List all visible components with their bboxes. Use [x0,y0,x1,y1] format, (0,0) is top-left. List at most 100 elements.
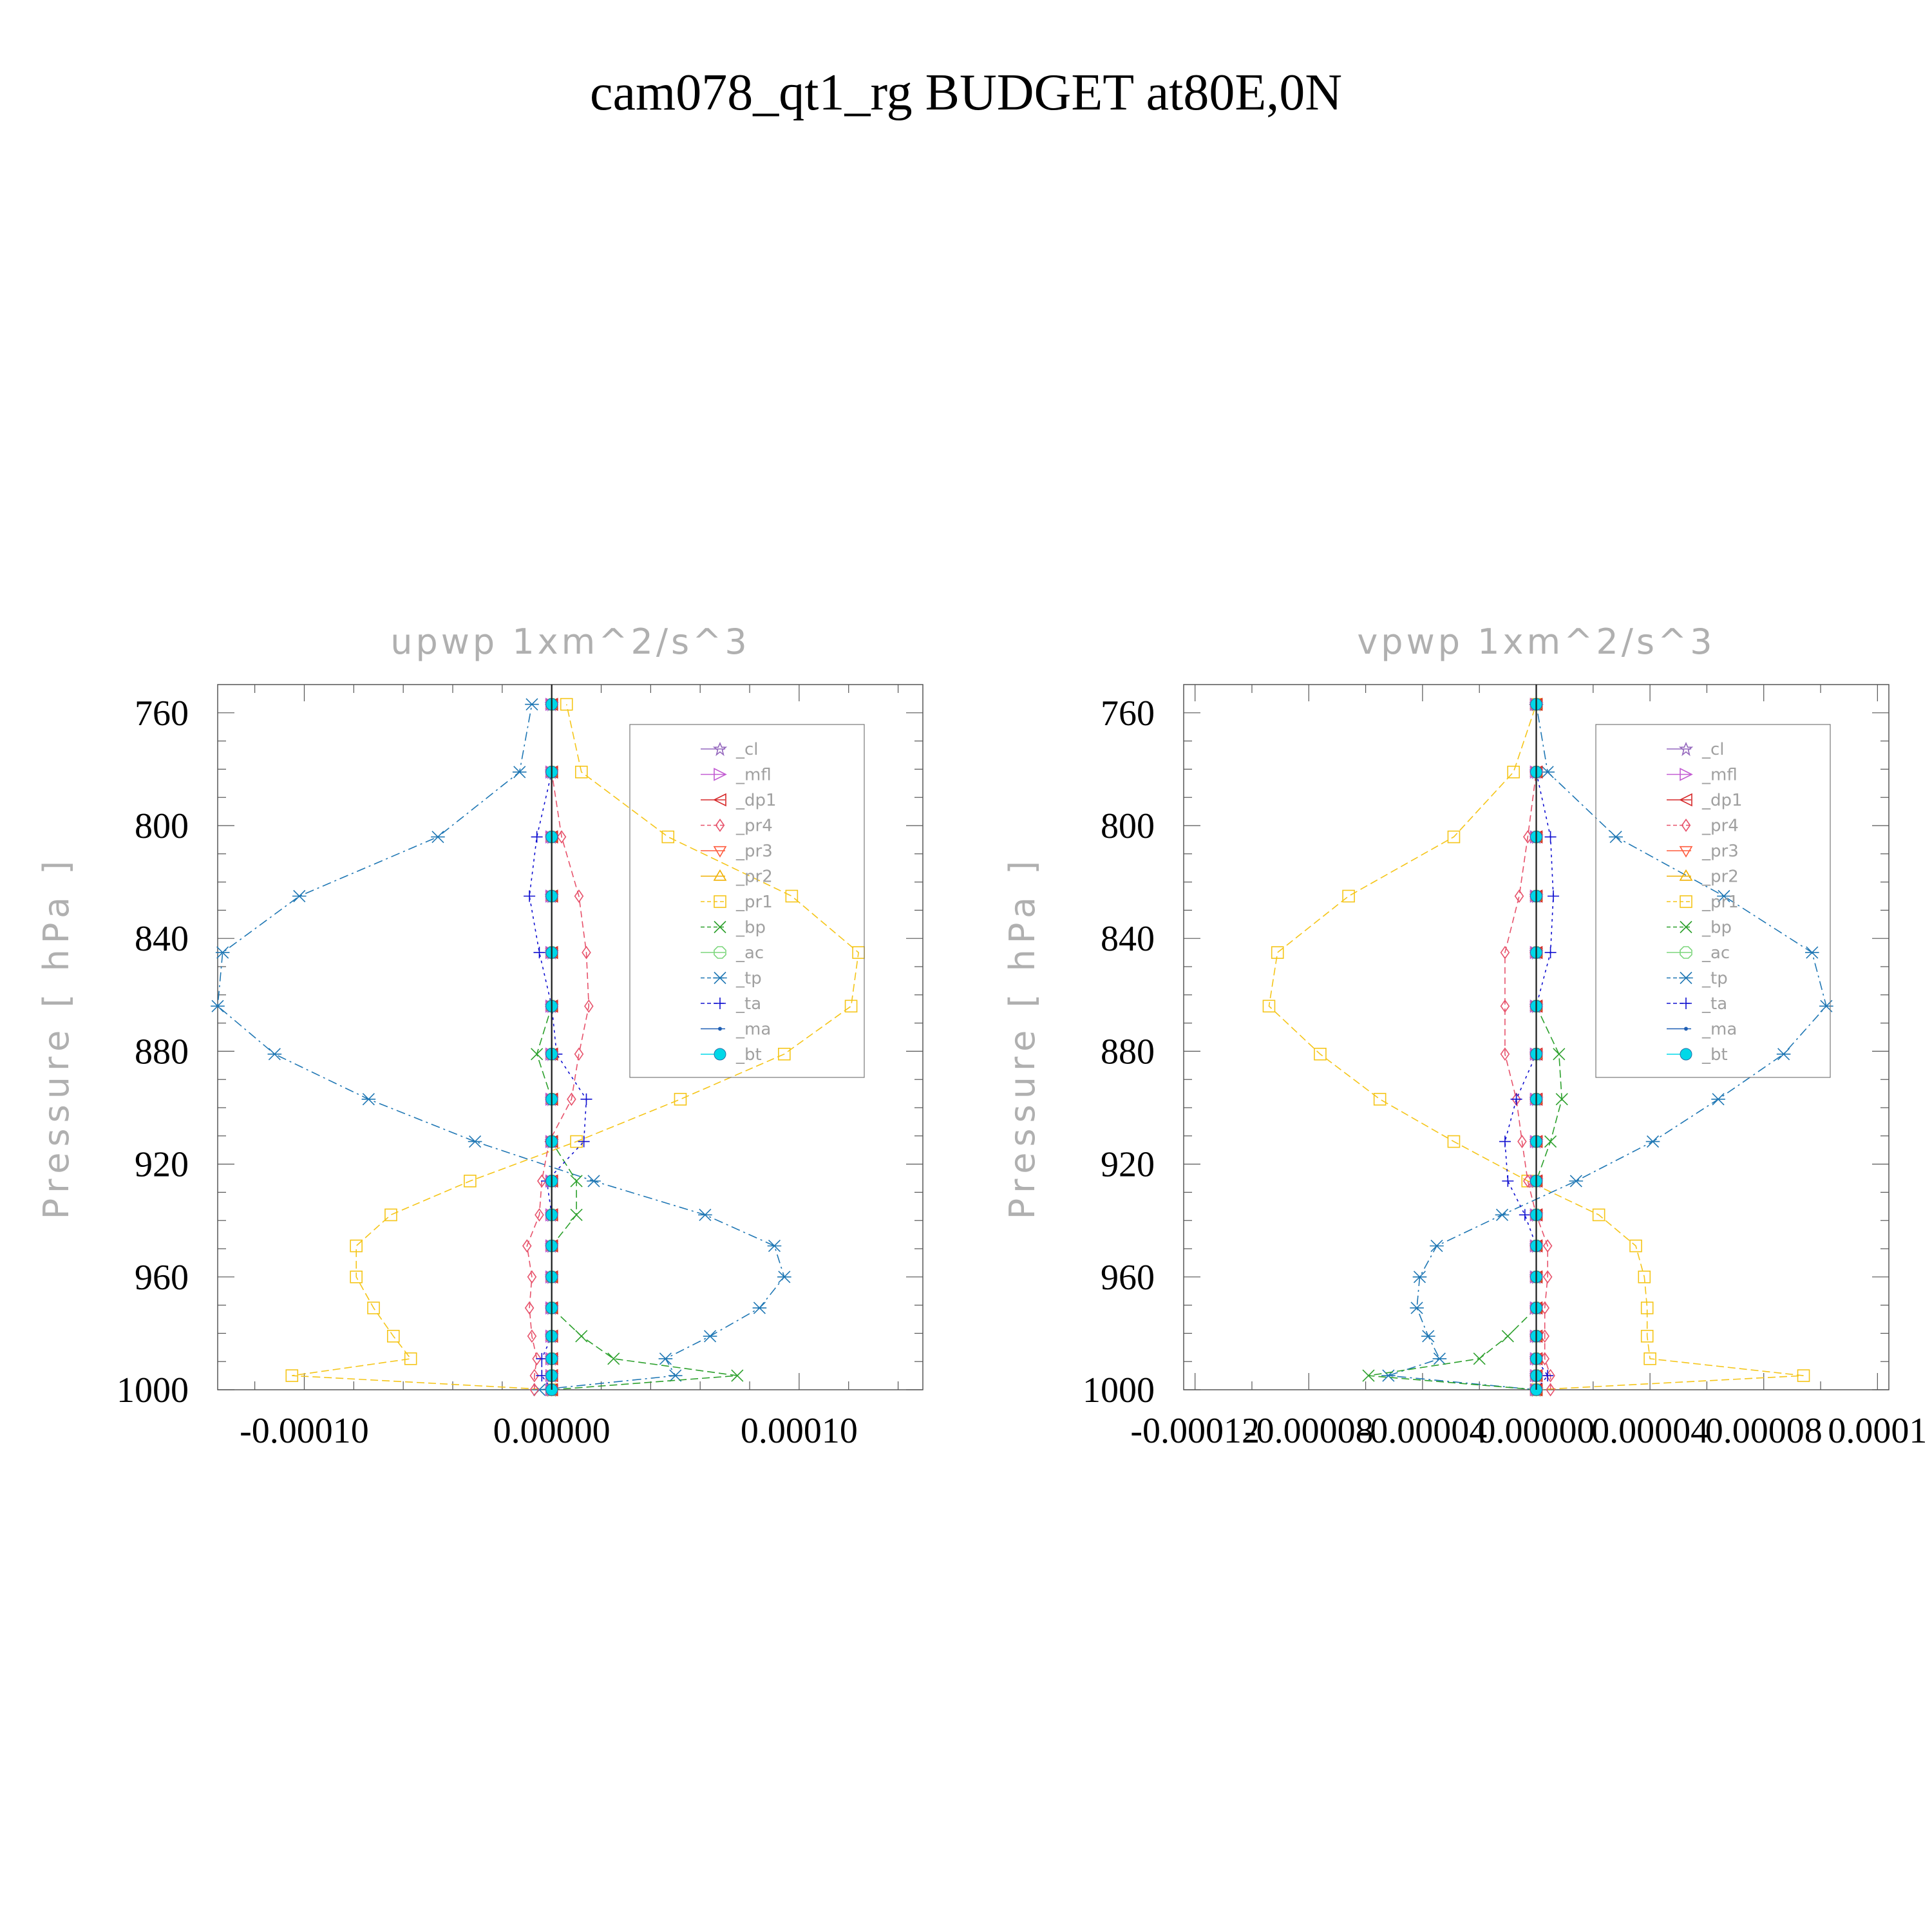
legend-label: _bt [1701,1045,1728,1065]
series-line [217,704,785,1390]
data-point [1547,890,1559,902]
x-tick-label: 0.00004 [1591,1411,1709,1451]
data-point [1495,1208,1510,1222]
data-point [1373,1093,1387,1106]
series-line [529,704,587,1390]
data-point [531,831,543,843]
x-tick-label: 0.00000 [493,1411,611,1451]
data-point [464,1175,477,1188]
x-tick-label: 0.00010 [741,1411,858,1451]
data-point [512,766,527,779]
x-tick-label: -0.00008 [1244,1411,1374,1451]
data-point [580,1093,592,1105]
data-point [267,1048,282,1061]
legend-label: _ta [735,994,761,1014]
x-tick-label: 0.00008 [1705,1411,1823,1451]
data-point [1499,1135,1511,1148]
series-tp [211,698,791,1396]
data-point [292,889,307,903]
data-point [1546,1383,1555,1397]
data-point [1262,999,1276,1013]
data-point [404,1352,417,1365]
data-point [658,1352,673,1365]
series-line [1504,704,1554,1390]
y-tick-label: 840 [135,919,189,959]
data-point [1804,946,1819,959]
legend-label: _pr1 [1701,893,1739,912]
legend-marker [1680,1048,1692,1061]
series-line [1388,704,1827,1390]
data-point [524,1301,535,1315]
legend-label: _cl [735,740,759,759]
data-point [1553,1048,1566,1061]
data-point [1381,1369,1396,1382]
legend-label: _pr2 [1701,867,1739,887]
data-point [1776,1048,1791,1061]
legend-marker [1679,793,1692,807]
legend-marker [714,946,726,959]
data-point [211,999,225,1012]
data-point [1447,1135,1461,1148]
data-point [587,1175,601,1188]
data-point [1502,1175,1514,1187]
legend: _cl _mfl _dp1 _pr4 _pr3 _pr2 _pr1 _bp _ac _tp _ta _… [629,724,865,1078]
legend-label: _ta [1701,994,1727,1014]
legend-label: _bt [735,1045,762,1065]
data-point [567,1092,576,1106]
y-tick-label: 920 [1101,1145,1155,1185]
y-tick-label: 960 [1101,1258,1155,1298]
legend-marker [1684,1027,1688,1031]
data-point [1314,1047,1327,1061]
legend-marker [1680,895,1692,908]
data-point [668,1369,683,1382]
panel-upwp: upwp 1xm^2/s^3 Pressure [ hPa ] 760 800 840 8… [36,621,923,1451]
legend-marker [714,895,726,908]
series-pr4 [1500,697,1555,1397]
data-point [674,1093,687,1106]
y-tick-label: 760 [1101,694,1155,734]
data-point [1797,1369,1810,1382]
data-point [1447,830,1461,844]
data-point [1819,999,1833,1012]
data-point [527,1270,537,1284]
data-point [574,1047,584,1061]
legend-label: _mfl [735,766,772,785]
data-point [384,1208,397,1222]
legend-label: _pr3 [735,842,773,861]
legend-label: _ma [1701,1020,1737,1039]
legend-box [629,724,865,1078]
data-point [1542,1239,1553,1253]
data-point [1514,889,1524,903]
data-point [533,947,545,959]
legend-marker [713,846,727,858]
y-axis-label: Pressure [ hPa ] [1002,855,1043,1220]
data-point [661,830,675,844]
series-bp [531,698,744,1396]
series-line [1368,704,1563,1390]
data-point [537,1174,547,1188]
x-tick-label: -0.00004 [1358,1411,1488,1451]
legend-marker [713,869,727,881]
series-line [526,704,590,1390]
data-point [1501,1330,1514,1343]
legend-marker [1680,998,1692,1009]
y-tick-label: 1000 [1083,1370,1155,1410]
legend-marker [1679,971,1693,985]
x-tick-label: -0.00010 [240,1411,369,1451]
y-tick-label: 920 [135,1145,189,1185]
legend-label: _tp [1701,969,1728,989]
data-point [1640,1302,1654,1314]
legend-marker [718,1027,722,1031]
data-point [386,1329,400,1343]
data-point [1342,889,1355,903]
y-tick-label: 840 [1101,919,1155,959]
x-tick-label: 0.0001 [1828,1411,1927,1451]
x-tick-label: 0.00000 [1478,1411,1595,1451]
data-point [1410,1302,1424,1314]
data-point [1544,947,1557,959]
legend-label: _dp1 [735,791,777,810]
data-point [1645,1135,1660,1148]
data-point [1500,999,1510,1013]
data-point [529,1368,540,1383]
data-point [1544,1135,1557,1148]
